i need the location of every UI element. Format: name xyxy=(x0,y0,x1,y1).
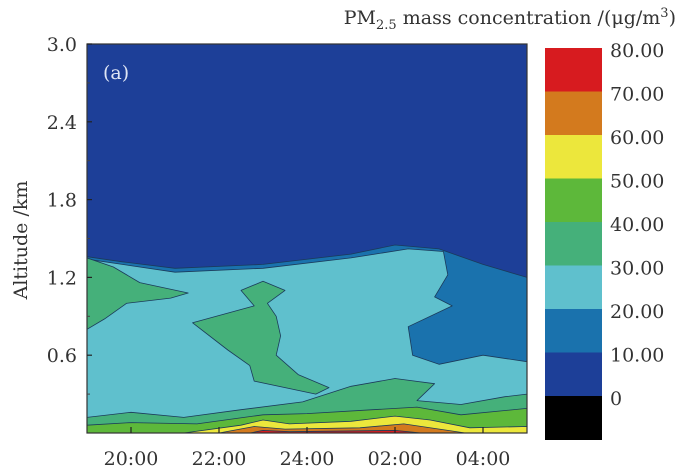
colorbar-swatch xyxy=(545,309,602,353)
x-tick-label: 04:00 xyxy=(456,448,511,470)
colorbar-label: 10.00 xyxy=(610,345,664,367)
colorbar-title: PM2.5 mass concentration /(μg/m3) xyxy=(344,6,676,33)
y-tick-label: 1.8 xyxy=(47,190,77,212)
colorbar-swatch xyxy=(545,265,602,310)
y-tick-label: 2.4 xyxy=(47,112,77,134)
colorbar-swatch xyxy=(545,222,602,266)
colorbar-label: 0 xyxy=(610,388,622,410)
colorbar-swatch xyxy=(545,91,602,136)
colorbar-label: 60.00 xyxy=(610,127,664,149)
colorbar-label: 50.00 xyxy=(610,171,664,193)
contour-regions xyxy=(87,44,527,433)
title-end: ) xyxy=(669,7,676,29)
colorbar-swatch xyxy=(545,178,602,223)
x-axis: 20:00 22:00 24:00 02:00 04:00 xyxy=(104,427,511,470)
colorbar-label: 20.00 xyxy=(610,301,664,323)
y-axis-label: Altitude /km xyxy=(10,181,32,301)
contour-region-blob-30-40-left xyxy=(87,257,189,330)
colorbar-swatch xyxy=(545,396,602,440)
colorbar-swatch xyxy=(545,352,602,397)
contour-region-blob-30-40-center xyxy=(192,280,330,395)
colorbar-label: 80.00 xyxy=(610,40,664,62)
y-tick-label: 1.2 xyxy=(47,267,77,289)
panel-label: (a) xyxy=(103,62,129,84)
title-middle: mass concentration /(μg/m xyxy=(397,7,661,29)
y-tick-label: 3.0 xyxy=(47,34,77,56)
colorbar-label: 70.00 xyxy=(610,84,664,106)
title-superscript: 3 xyxy=(660,6,668,21)
colorbar: 80.00 70.00 60.00 50.00 40.00 30.00 20.00 10.00… xyxy=(545,40,664,440)
colorbar-label: 30.00 xyxy=(610,258,664,280)
colorbar-label: 40.00 xyxy=(610,214,664,236)
colorbar-swatch xyxy=(545,135,602,179)
colorbar-swatch xyxy=(545,48,602,92)
y-tick-label: 0.6 xyxy=(47,345,77,367)
title-pm: PM xyxy=(344,7,376,29)
x-tick-label: 24:00 xyxy=(280,448,335,470)
contour-region-band-70-80 xyxy=(249,429,422,433)
x-tick-label: 02:00 xyxy=(368,448,423,470)
title-subscript: 2.5 xyxy=(376,18,397,33)
x-tick-label: 20:00 xyxy=(104,448,159,470)
x-tick-label: 22:00 xyxy=(192,448,247,470)
y-axis: 0.6 1.2 1.8 2.4 3.0 xyxy=(47,34,92,395)
